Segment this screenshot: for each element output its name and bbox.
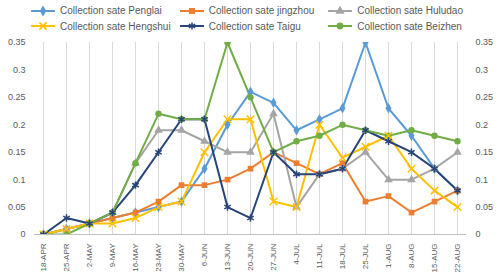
html-text:Collection sate Hengshui: Collection sate Hengshui: [60, 20, 171, 32]
svg-text:0: 0: [20, 229, 25, 239]
svg-text:0.1: 0.1: [13, 175, 26, 185]
svg-text:1-AUG: 1-AUG: [384, 244, 393, 268]
html-text:Collection sate Huludao: Collection sate Huludao: [357, 5, 463, 16]
svg-text:30-MAY: 30-MAY: [177, 243, 186, 272]
svg-text:0.35: 0.35: [476, 37, 494, 47]
svg-text:0: 0: [476, 229, 481, 239]
svg-text:0.05: 0.05: [476, 202, 494, 212]
svg-text:25-JUL: 25-JUL: [361, 243, 370, 269]
svg-text:0.25: 0.25: [476, 92, 494, 102]
svg-text:9-MAY: 9-MAY: [108, 243, 117, 268]
svg-text:25-APR: 25-APR: [62, 243, 71, 271]
svg-text:18-JUL: 18-JUL: [338, 243, 347, 269]
html-text:Collection sate jingzhou: Collection sate jingzhou: [208, 5, 315, 16]
svg-text:0.3: 0.3: [476, 65, 489, 75]
svg-text:0.25: 0.25: [8, 92, 26, 102]
svg-text:23-MAY: 23-MAY: [154, 243, 163, 272]
svg-text:6-JUN: 6-JUN: [200, 243, 209, 266]
svg-text:13-JUN: 13-JUN: [223, 243, 232, 270]
svg-text:22-AUG: 22-AUG: [453, 244, 462, 273]
html-text:Collection sate Penglai: Collection sate Penglai: [60, 5, 162, 16]
html-text:Collection sate Taigu: Collection sate Taigu: [208, 20, 301, 32]
svg-text:0.15: 0.15: [8, 147, 26, 157]
svg-text:0.35: 0.35: [8, 37, 26, 47]
svg-text:0.3: 0.3: [13, 65, 26, 75]
svg-text:15-AUG: 15-AUG: [430, 244, 439, 273]
svg-text:27-JUN: 27-JUN: [269, 243, 278, 270]
svg-text:0.05: 0.05: [8, 202, 26, 212]
svg-text:8-AUG: 8-AUG: [407, 244, 416, 268]
svg-text:0.1: 0.1: [476, 175, 489, 185]
svg-text:0.2: 0.2: [476, 120, 489, 130]
html-text:Collection sate Beizhen: Collection sate Beizhen: [357, 20, 462, 32]
svg-text:20-JUN: 20-JUN: [246, 243, 255, 270]
svg-text:4-JUL: 4-JUL: [292, 243, 301, 265]
svg-text:0.15: 0.15: [476, 147, 494, 157]
svg-text:2-MAY: 2-MAY: [85, 243, 94, 268]
svg-text:11-JUL: 11-JUL: [315, 243, 324, 269]
svg-text:18-APR: 18-APR: [39, 243, 48, 271]
svg-text:0.2: 0.2: [13, 120, 26, 130]
svg-text:16-MAY: 16-MAY: [131, 243, 140, 272]
